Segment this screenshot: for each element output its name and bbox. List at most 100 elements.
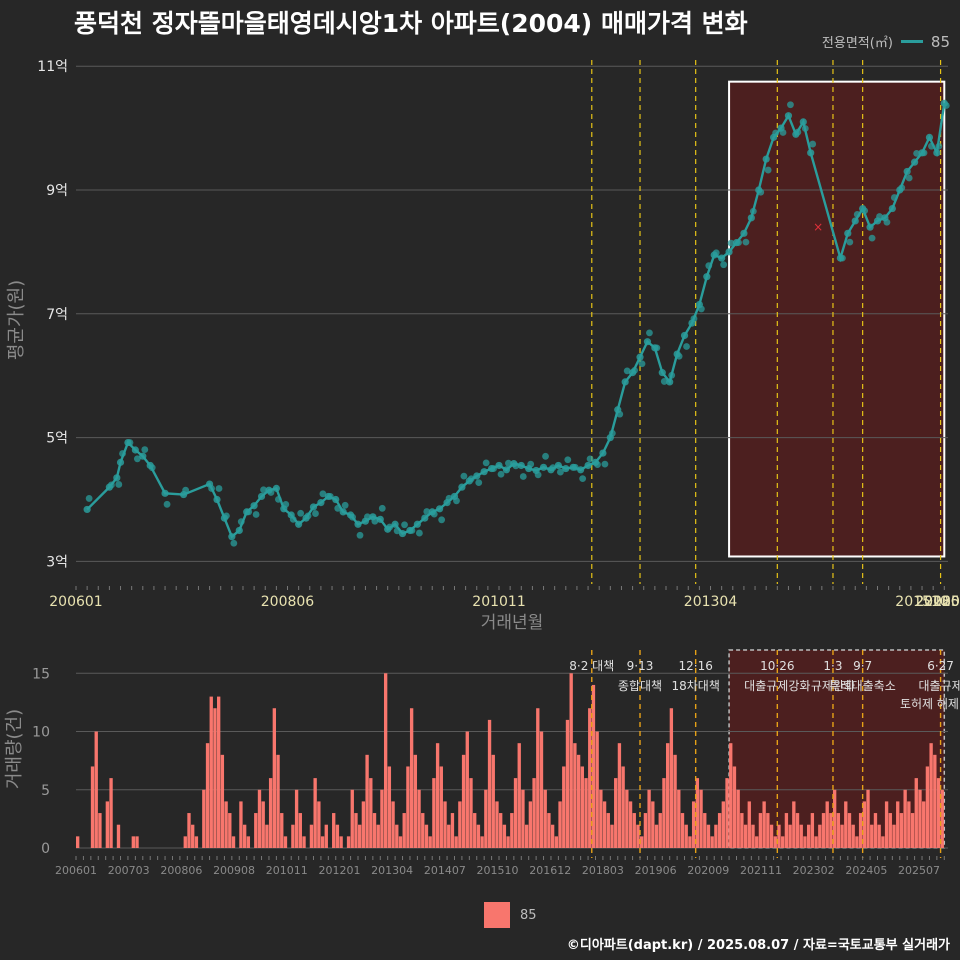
volume-bar (450, 813, 455, 848)
volume-bar (116, 824, 121, 848)
price-point (502, 466, 511, 474)
volume-bar (358, 824, 362, 848)
volume-bar (265, 824, 269, 848)
volume-bar (818, 824, 822, 848)
x-tick-label: 201011 (472, 594, 525, 610)
volume-bar (614, 778, 618, 848)
price-point (697, 305, 705, 313)
volume-bar (320, 836, 325, 848)
volume-bar (491, 754, 495, 848)
price-point (517, 461, 525, 470)
volume-bar (792, 801, 796, 848)
source-credit: ©디아파트(dapt.kr) / 2025.08.07 / 자료=국토교통부 실… (566, 938, 950, 953)
x-tick-label-bottom: 200703 (108, 864, 150, 877)
price-point (725, 248, 733, 256)
price-point (113, 474, 121, 482)
price-point (539, 463, 548, 471)
price-point (846, 238, 854, 246)
volume-bar (476, 824, 481, 848)
x-tick-label-bottom: 202405 (845, 864, 887, 877)
volume-bar (443, 801, 447, 848)
volume-bar (402, 813, 406, 848)
volume-bar (217, 696, 221, 848)
price-point (636, 353, 644, 361)
volume-bar (747, 801, 751, 848)
volume-bar (762, 801, 766, 848)
price-point (933, 149, 941, 157)
volume-bar (131, 836, 135, 848)
volume-bar (651, 801, 655, 848)
price-point (364, 513, 371, 521)
volume-bar (409, 708, 414, 848)
policy-annotation: 8·2 대책 (569, 658, 614, 673)
price-point (599, 449, 607, 457)
volume-bar (257, 789, 262, 848)
volume-bar (417, 789, 421, 848)
volume-bar (621, 766, 625, 848)
volume-bar (461, 754, 466, 848)
price-point (772, 129, 779, 137)
volume-bar (280, 813, 284, 848)
volume-bar (432, 778, 436, 848)
price-point (680, 331, 689, 340)
price-point (107, 481, 115, 489)
volume-bar (528, 801, 533, 848)
volume-bar (547, 813, 551, 848)
volume-bar (495, 801, 499, 848)
price-point (512, 462, 520, 470)
volume-bar (76, 836, 80, 848)
price-point (473, 472, 481, 480)
legend-bottom: 85 (484, 902, 537, 928)
volume-bar (261, 801, 265, 848)
volume-bar (784, 813, 789, 848)
volume-bar (447, 824, 451, 848)
price-point (339, 508, 347, 516)
volume-bar (795, 813, 800, 848)
volume-bar (803, 836, 807, 848)
volume-bar (398, 836, 403, 848)
volume-bar (502, 824, 507, 848)
volume-bar (914, 778, 918, 848)
price-point (764, 166, 772, 174)
volume-bar (406, 766, 410, 848)
volume-bar (640, 836, 644, 848)
x-tick-label-bottom: 200806 (160, 864, 202, 877)
price-point (720, 261, 728, 269)
volume-bar (506, 836, 510, 848)
x-tick-label-bottom: 200601 (55, 864, 97, 877)
price-point (458, 483, 466, 491)
volume-bar (580, 766, 584, 848)
volume-bar (936, 778, 941, 848)
price-point (131, 446, 139, 454)
price-point (421, 514, 429, 522)
volume-bar (751, 824, 755, 848)
volume-bar (335, 824, 340, 848)
volume-bar (354, 813, 358, 848)
volume-bar (881, 836, 885, 848)
price-point (868, 234, 876, 242)
price-point (304, 512, 312, 520)
volume-bar (799, 824, 803, 848)
volume-bar (268, 778, 273, 848)
price-point (312, 510, 319, 517)
volume-bar (788, 824, 792, 848)
price-point (378, 504, 386, 512)
price-point (386, 523, 394, 531)
price-point (482, 459, 490, 467)
volume-bar (254, 813, 258, 848)
volume-bar (272, 708, 277, 848)
price-point (161, 489, 169, 497)
policy-annotation: 1·3 (823, 659, 842, 673)
price-point (666, 378, 674, 386)
volume-bar (610, 824, 614, 848)
price-point (398, 529, 407, 538)
price-point (920, 149, 928, 157)
x-axis-title: 거래년월 (481, 613, 544, 633)
volume-bar (324, 824, 328, 848)
volume-bar (584, 778, 588, 848)
volume-bar (688, 836, 692, 848)
volume-bar (109, 778, 113, 848)
volume-bar (721, 801, 725, 848)
volume-bar (680, 813, 685, 848)
price-point (289, 516, 297, 523)
